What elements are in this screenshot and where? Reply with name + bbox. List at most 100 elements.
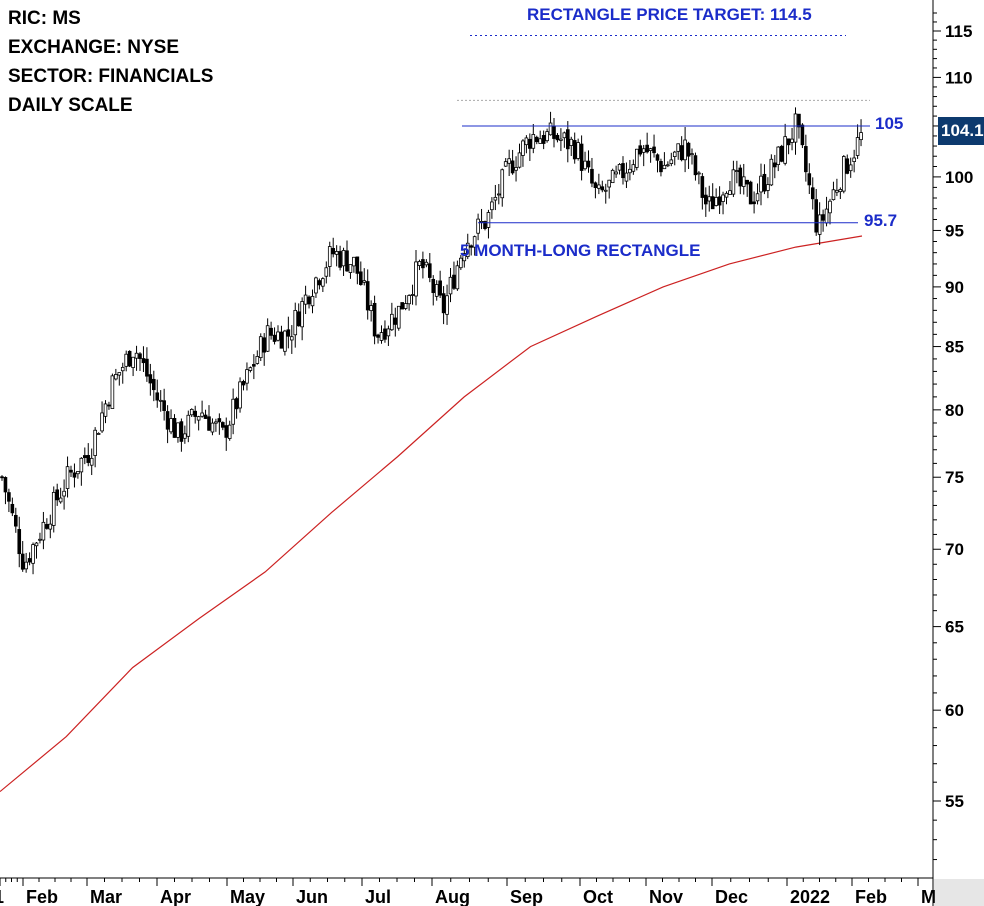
candle-body	[562, 132, 567, 139]
candle-body	[635, 148, 639, 168]
y-tick-label: 110	[945, 68, 972, 87]
candle-body	[307, 296, 311, 305]
candle-body	[427, 263, 432, 278]
candle-body	[17, 529, 22, 555]
candle-body	[331, 248, 335, 255]
candle-body	[100, 412, 104, 432]
candle-body	[231, 398, 235, 425]
candle-body	[572, 140, 577, 160]
last-price-tag: 104.1	[938, 117, 984, 145]
candle-body	[379, 332, 384, 341]
candle-body	[334, 251, 339, 255]
candle-body	[534, 136, 539, 143]
candle-body	[262, 337, 266, 353]
candle-body	[117, 372, 122, 376]
candle-body	[358, 271, 363, 285]
candle-body	[614, 171, 618, 175]
candle-body	[676, 143, 680, 152]
candle-body	[821, 214, 825, 221]
candle-body	[421, 259, 425, 269]
candle-body	[548, 122, 553, 136]
candle-body	[735, 170, 739, 172]
candle-body	[403, 303, 408, 309]
candle-body	[455, 265, 460, 290]
candle-body	[390, 313, 394, 331]
candle-body	[666, 164, 670, 167]
candle-body	[459, 257, 463, 269]
candle-body	[317, 280, 322, 286]
ric-label: RIC: MS	[8, 8, 81, 29]
candle-body	[541, 135, 546, 144]
x-tick-label: Nov	[649, 887, 683, 906]
candle-body	[783, 136, 787, 164]
candle-body	[348, 264, 353, 273]
candle-body	[400, 302, 404, 310]
candle-body	[510, 160, 515, 174]
candle-body	[355, 256, 360, 274]
x-tick-label: Dec	[715, 887, 748, 906]
candle-body	[269, 327, 273, 336]
y-tick-label: 65	[945, 618, 964, 637]
candle-body	[13, 514, 18, 527]
candle-body	[245, 369, 249, 384]
x-tick-label: Sep	[510, 887, 543, 906]
candles-layer	[0, 107, 863, 575]
candle-body	[597, 184, 601, 189]
candle-body	[148, 374, 153, 384]
candle-body	[483, 221, 487, 229]
candle-body	[79, 457, 84, 473]
x-tick-label: 1	[0, 887, 4, 906]
y-tick-label: 80	[945, 401, 964, 420]
candle-body	[417, 261, 422, 266]
candle-body	[472, 236, 477, 248]
candle-body	[800, 124, 805, 146]
candle-body	[452, 274, 456, 289]
candle-body	[296, 311, 301, 327]
candle-body	[58, 497, 63, 503]
candle-body	[814, 199, 818, 233]
candle-body	[62, 490, 66, 497]
candle-body	[114, 374, 118, 380]
candle-body	[655, 154, 660, 161]
candle-body	[234, 398, 239, 410]
x-tick-label: Apr	[160, 887, 191, 906]
candle-body	[659, 161, 663, 173]
candle-body	[628, 168, 632, 174]
x-tick-label: Aug	[435, 887, 470, 906]
moving-average-layer	[0, 235, 863, 793]
candle-body	[252, 364, 256, 367]
candle-body	[424, 261, 429, 266]
candle-body	[776, 146, 781, 166]
candle-body	[224, 425, 229, 438]
candle-body	[648, 148, 653, 151]
candle-body	[514, 167, 518, 171]
candle-body	[151, 378, 156, 391]
x-tick-label: Oct	[583, 887, 613, 906]
candle-body	[583, 160, 587, 170]
candle-body	[20, 553, 25, 570]
candle-body	[610, 169, 615, 184]
candle-body	[738, 167, 743, 187]
x-tick-label: Feb	[26, 887, 58, 906]
x-tick-label: Mar	[90, 887, 122, 906]
candle-body	[265, 325, 270, 352]
candle-body	[728, 190, 732, 195]
y-tick-label: 95	[945, 221, 964, 240]
candle-body	[448, 276, 453, 295]
candle-body	[559, 138, 563, 141]
candle-body	[248, 367, 253, 371]
candle-body	[338, 251, 342, 268]
candle-body	[496, 193, 501, 196]
candle-body	[210, 422, 215, 433]
candle-body	[779, 145, 784, 162]
candle-body	[314, 277, 318, 294]
candle-body	[438, 280, 442, 296]
candle-body	[624, 172, 629, 182]
candle-body	[493, 196, 498, 201]
candle-body	[848, 164, 853, 172]
candle-body	[731, 169, 736, 195]
moving-average-line	[0, 235, 863, 793]
price-target-annotation: RECTANGLE PRICE TARGET: 114.5	[527, 5, 812, 24]
candle-body	[528, 138, 532, 149]
candle-body	[7, 492, 11, 502]
